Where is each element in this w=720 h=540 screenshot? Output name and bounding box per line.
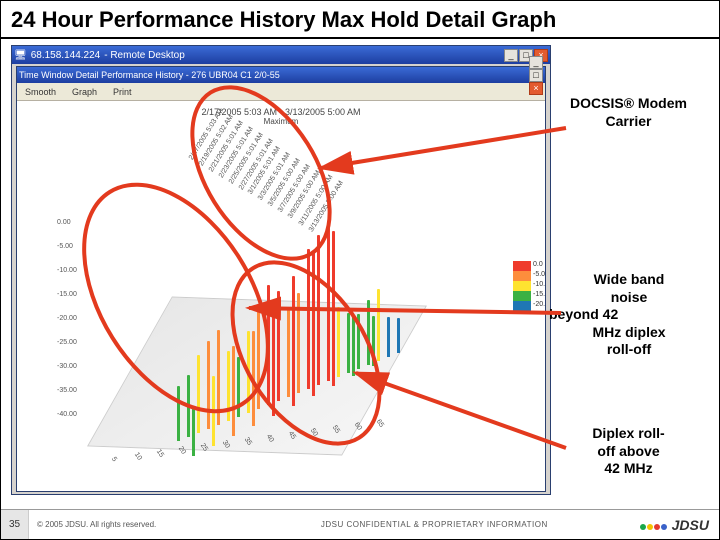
y-tick: -30.00 <box>57 363 77 370</box>
annot2-l1: Wide band <box>549 271 709 289</box>
legend-swatch <box>513 261 531 271</box>
legend-label: -10.0 <box>533 281 545 288</box>
chart-bar <box>252 331 255 426</box>
chart-bar <box>192 408 195 456</box>
app-maximize-button[interactable]: □ <box>529 69 543 82</box>
chart-bar <box>257 311 260 409</box>
chart-bar <box>327 221 330 381</box>
minimize-button[interactable]: _ <box>504 49 518 62</box>
chart-bar <box>207 341 210 429</box>
y-tick: -20.00 <box>57 315 77 322</box>
app-titlebar[interactable]: Time Window Detail Performance History -… <box>17 67 545 83</box>
annot2-l4: MHz diplex <box>549 324 709 342</box>
logo-dot <box>647 524 653 530</box>
remote-desktop-titlebar[interactable]: 🖥 68.158.144.224 - Remote Desktop _ □ × <box>12 46 550 64</box>
app-window: Time Window Detail Performance History -… <box>16 66 546 492</box>
legend-swatch <box>513 291 531 301</box>
chart-bar <box>277 291 280 401</box>
slide: 24 Hour Performance History Max Hold Det… <box>0 0 720 540</box>
y-tick: -10.00 <box>57 267 77 274</box>
chart-bar <box>352 316 355 376</box>
color-legend: 0.0-5.0-10.0-15.0-20.0 <box>513 261 541 311</box>
app-toolbar: Smooth Graph Print <box>17 83 545 101</box>
footer: 35 © 2005 JDSU. All rights reserved. JDS… <box>1 509 719 539</box>
chart-bar <box>317 235 320 385</box>
remote-desktop-window: 🖥 68.158.144.224 - Remote Desktop _ □ × … <box>11 45 551 495</box>
legend-label: -20.0 <box>533 301 545 308</box>
annot3-l2: off above <box>556 443 701 461</box>
y-tick: -40.00 <box>57 411 77 418</box>
chart-bar <box>227 351 230 421</box>
annotation-wideband: Wide band noise beyond 42 MHz diplex rol… <box>549 271 709 359</box>
annot2-l3: beyond 42 <box>549 306 709 324</box>
chart-3d <box>87 141 457 471</box>
y-tick: 0.00 <box>57 219 71 226</box>
annot3-l3: 42 MHz <box>556 460 701 478</box>
legend-label: -15.0 <box>533 291 545 298</box>
app-minimize-button[interactable]: _ <box>529 56 543 69</box>
annot2-l5: roll-off <box>549 341 709 359</box>
y-tick: -25.00 <box>57 339 77 346</box>
chart-bar <box>357 314 360 369</box>
chart-bar <box>347 313 350 373</box>
chart-date-range: 2/17/2005 5:03 AM - 3/13/2005 5:00 AM <box>201 107 360 117</box>
legend-swatch <box>513 301 531 311</box>
chart-area: 2/17/2005 5:03 AM - 3/13/2005 5:00 AM Ma… <box>17 101 545 491</box>
chart-bar <box>187 375 190 437</box>
chart-bar <box>177 386 180 441</box>
chart-bar <box>287 307 290 397</box>
logo-dot <box>654 524 660 530</box>
y-tick: -15.00 <box>57 291 77 298</box>
chart-bar <box>237 357 240 417</box>
page-number: 35 <box>1 510 29 539</box>
app-close-button[interactable]: × <box>529 82 543 95</box>
chart-bar <box>297 293 300 393</box>
chart-bar <box>312 251 315 396</box>
chart-bar <box>332 231 335 386</box>
annotation-docsis: DOCSIS® Modem Carrier <box>556 95 701 130</box>
app-title: Time Window Detail Performance History -… <box>19 70 280 80</box>
annot3-l1: Diplex roll- <box>556 425 701 443</box>
chart-bar <box>272 301 275 416</box>
confidential: JDSU CONFIDENTIAL & PROPRIETARY INFORMAT… <box>229 520 640 529</box>
chart-bar <box>212 376 215 446</box>
rd-title-suffix: - Remote Desktop <box>104 50 185 61</box>
annot2-l2: noise <box>549 289 709 307</box>
legend-swatch <box>513 271 531 281</box>
chart-bar <box>217 330 220 425</box>
chart-bar <box>307 249 310 389</box>
chart-bar <box>267 285 270 405</box>
logo-text: JDSU <box>672 517 709 533</box>
chart-bar <box>367 300 370 365</box>
chart-bar <box>247 331 250 413</box>
rd-title-ip: 68.158.144.224 <box>31 50 101 61</box>
legend-swatch <box>513 281 531 291</box>
jdsu-logo: JDSU <box>640 517 719 533</box>
chart-bar <box>387 317 390 357</box>
chart-bar <box>372 316 375 366</box>
title-divider <box>1 37 719 39</box>
logo-dot <box>640 524 646 530</box>
chart-bar <box>337 307 340 377</box>
chart-bar <box>292 276 295 406</box>
toolbar-smooth[interactable]: Smooth <box>21 86 60 98</box>
chart-bar <box>397 318 400 353</box>
legend-label: -5.0 <box>533 271 545 278</box>
chart-bar <box>377 289 380 361</box>
y-tick: -35.00 <box>57 387 77 394</box>
copyright: © 2005 JDSU. All rights reserved. <box>29 520 229 529</box>
logo-dots-icon <box>640 517 668 533</box>
chart-bar <box>232 346 235 436</box>
toolbar-graph[interactable]: Graph <box>68 86 101 98</box>
rd-computer-icon: 🖥 <box>14 50 27 61</box>
page-title: 24 Hour Performance History Max Hold Det… <box>1 1 719 37</box>
y-tick: -5.00 <box>57 243 73 250</box>
chart-bar <box>197 355 200 433</box>
logo-dot <box>661 524 667 530</box>
annotation-diplex: Diplex roll- off above 42 MHz <box>556 425 701 478</box>
toolbar-print[interactable]: Print <box>109 86 136 98</box>
legend-label: 0.0 <box>533 261 543 268</box>
content-area: 🖥 68.158.144.224 - Remote Desktop _ □ × … <box>1 43 719 503</box>
